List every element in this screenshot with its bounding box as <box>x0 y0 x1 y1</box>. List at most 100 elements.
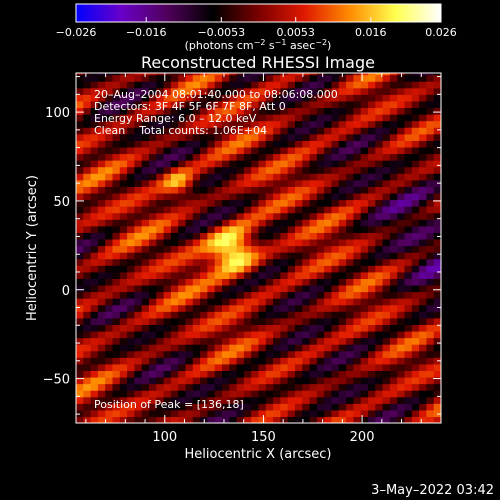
heatmap-cell <box>375 140 384 148</box>
heatmap-cell <box>360 219 369 227</box>
heatmap-cell <box>419 107 427 115</box>
heatmap-cell <box>404 291 413 299</box>
heatmap-cell <box>382 94 391 102</box>
heatmap-cell <box>331 94 340 102</box>
heatmap-cell <box>382 403 391 411</box>
heatmap-cell <box>243 199 252 207</box>
heatmap-cell <box>346 317 354 325</box>
heatmap-cell <box>273 383 281 391</box>
heatmap-cell <box>353 370 362 378</box>
heatmap-cell <box>200 107 208 115</box>
heatmap-cell <box>309 219 318 227</box>
heatmap-cell <box>331 199 340 207</box>
heatmap-cell <box>441 311 449 318</box>
heatmap-cell <box>382 74 391 82</box>
heatmap-cell <box>265 291 274 299</box>
heatmap-cell <box>229 173 238 181</box>
heatmap-cell <box>346 114 354 122</box>
heatmap-cell <box>302 311 311 319</box>
heatmap-cell <box>236 390 245 398</box>
heatmap-cell <box>112 409 121 418</box>
heatmap-cell <box>185 370 194 378</box>
heatmap-cell <box>302 245 311 253</box>
heatmap-cell <box>90 179 99 187</box>
heatmap-cell <box>353 186 362 194</box>
heatmap-cell <box>280 146 289 155</box>
heatmap-cell <box>338 403 347 411</box>
heatmap-cell <box>258 146 267 155</box>
heatmap-cell <box>76 350 84 358</box>
heatmap-cell <box>441 173 449 180</box>
heatmap-cell <box>178 160 187 168</box>
heatmap-cell <box>295 114 303 122</box>
heatmap-cell <box>90 376 99 385</box>
heatmap-cell <box>265 337 274 345</box>
heatmap-cell <box>426 206 435 214</box>
heatmap-cell <box>273 416 281 423</box>
heatmap-cell <box>229 376 238 385</box>
heatmap-cell <box>426 238 435 247</box>
heatmap-cell <box>207 344 216 352</box>
heatmap-cell <box>302 140 311 148</box>
heatmap-cell <box>295 140 303 148</box>
heatmap-cell <box>105 330 114 339</box>
heatmap-cell <box>295 363 303 372</box>
heatmap-cell <box>368 416 376 423</box>
heatmap-cell <box>368 311 376 319</box>
heatmap-cell <box>353 363 362 372</box>
heatmap-cell <box>302 206 311 214</box>
heatmap-cell <box>76 107 84 115</box>
heatmap-cell <box>149 258 157 266</box>
heatmap-cell <box>119 324 128 332</box>
heatmap-cell <box>265 265 274 273</box>
heatmap-cell <box>426 199 435 207</box>
heatmap-cell <box>76 291 84 299</box>
heatmap-cell <box>426 87 435 95</box>
heatmap-cell <box>149 160 157 168</box>
heatmap-cell <box>389 284 398 293</box>
heatmap-cell <box>368 357 376 365</box>
heatmap-cell <box>397 278 406 286</box>
heatmap-cell <box>375 317 384 325</box>
heatmap-cell <box>280 330 289 339</box>
heatmap-cell <box>426 245 435 253</box>
heatmap-cell <box>287 350 296 358</box>
heatmap-cell <box>76 219 84 227</box>
heatmap-cell <box>207 160 216 168</box>
heatmap-cell <box>280 94 289 102</box>
heatmap-cell <box>295 416 303 423</box>
heatmap-cell <box>200 153 208 161</box>
heatmap-cell <box>83 416 92 423</box>
heatmap-cell <box>156 120 165 128</box>
heatmap-cell <box>302 173 311 181</box>
heatmap-cell <box>426 390 435 398</box>
heatmap-cell <box>192 238 201 247</box>
heatmap-cell <box>141 390 150 398</box>
heatmap-cell <box>251 330 260 339</box>
heatmap-cell <box>207 199 216 207</box>
heatmap-cell <box>127 146 135 155</box>
heatmap-cell <box>280 140 289 148</box>
heatmap-cell <box>207 409 216 418</box>
heatmap-cell <box>382 304 391 312</box>
heatmap-cell <box>441 265 449 272</box>
heatmap-cell <box>192 232 201 240</box>
heatmap-cell <box>192 357 201 365</box>
heatmap-cell <box>258 271 267 279</box>
heatmap-cell <box>331 357 340 365</box>
heatmap-cell <box>127 127 135 135</box>
heatmap-cell <box>76 383 84 391</box>
heatmap-cell <box>243 344 252 352</box>
heatmap-cell <box>192 271 201 279</box>
heatmap-cell <box>214 94 223 102</box>
heatmap-cell <box>265 219 274 227</box>
heatmap-cell <box>90 357 99 365</box>
heatmap-cell <box>316 357 325 365</box>
heatmap-cell <box>258 173 267 181</box>
heatmap-cell <box>280 396 289 404</box>
heatmap-cell <box>222 350 230 358</box>
heatmap-cell <box>251 120 260 128</box>
heatmap-cell <box>141 140 150 148</box>
heatmap-cell <box>243 87 252 95</box>
heatmap-cell <box>316 100 325 109</box>
